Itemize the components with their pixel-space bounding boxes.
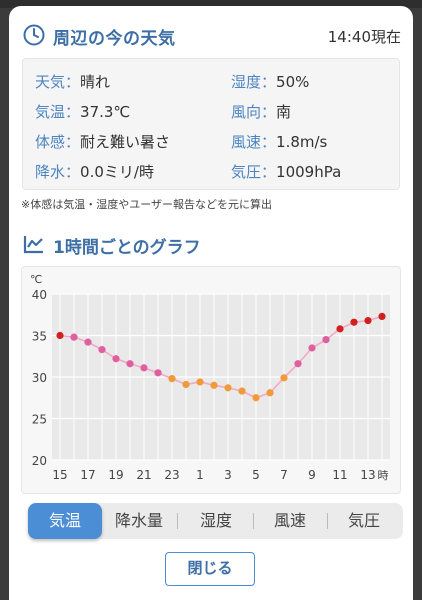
tab-divider [253, 513, 254, 529]
wind-direction-value: 南 [276, 103, 292, 121]
wind-speed-value: 1.8m/s [276, 133, 328, 151]
temperature-point [140, 364, 148, 372]
precipitation-label: 降水 [35, 163, 66, 181]
temperature-point [98, 346, 106, 354]
x-tick-label: 13 [360, 468, 375, 482]
humidity-row: 湿度：50% [231, 73, 310, 91]
temperature-point [308, 344, 316, 352]
temperature-point [224, 384, 232, 392]
temperature-point [112, 355, 120, 363]
temperature-point [238, 387, 246, 395]
x-tick-label: 21 [136, 468, 151, 482]
y-tick-label: 20 [32, 454, 47, 468]
y-tick-label: 35 [32, 330, 47, 344]
tab-divider [177, 513, 178, 529]
humidity-value: 50% [276, 73, 310, 91]
temperature-point [266, 389, 274, 397]
x-tick-label: 15 [52, 468, 67, 482]
temperature-point [182, 380, 190, 389]
chart-tabs: 気温 降水量 湿度 風速 気圧 [28, 503, 403, 539]
temperature-point [350, 318, 358, 326]
temperature-point [322, 336, 330, 344]
precipitation-value: 0.0ミリ/時 [80, 163, 154, 181]
x-tick-label: 11 [332, 468, 347, 482]
feels-like-row: 体感：耐え難い暑さ [35, 133, 171, 151]
y-tick-label: 30 [32, 371, 47, 385]
tab-pressure[interactable]: 気圧 [347, 511, 380, 530]
x-tick-label: 23 [164, 468, 179, 482]
x-tick-label: 17 [80, 468, 95, 482]
panel-header: 周辺の今の天気 14:40現在 [23, 18, 401, 54]
wind-speed-row: 風速：1.8m/s [231, 133, 328, 151]
pressure-value: 1009hPa [276, 163, 342, 181]
x-tick-label: 1 [196, 468, 204, 482]
x-tick-label: 9 [308, 468, 316, 482]
y-unit-label: ℃ [30, 273, 42, 286]
temperature-point [336, 325, 344, 333]
weather-row: 天気：晴れ [35, 73, 111, 91]
feels-like-value: 耐え難い暑さ [80, 133, 171, 151]
weather-panel: 周辺の今の天気 14:40現在 天気：晴れ 気温：37.3℃ 体感：耐え難い暑さ… [9, 6, 413, 600]
temperature-point [196, 378, 204, 386]
x-unit-label: 時 [378, 469, 389, 482]
tab-humidity[interactable]: 湿度 [199, 511, 232, 530]
temperature-point [84, 338, 92, 346]
weather-value: 晴れ [80, 73, 111, 91]
hourly-chart: 20 25 30 35 40 ℃ 15 17 19 21 23 1 3 5 7 9 11 13 時 [21, 266, 401, 494]
close-button[interactable]: 閉じる [165, 552, 255, 586]
graph-icon [23, 236, 43, 254]
x-tick-label: 5 [252, 468, 260, 482]
tab-wind-speed[interactable]: 風速 [273, 511, 306, 530]
top-strip [0, 0, 422, 8]
temperature-point [168, 375, 176, 383]
temperature-label: 気温 [35, 103, 66, 121]
x-tick-label: 3 [224, 468, 232, 482]
temperature-point [364, 316, 372, 325]
temperature-point [70, 333, 78, 341]
graph-title: 1時間ごとのグラフ [53, 238, 201, 258]
x-tick-label: 19 [108, 468, 123, 482]
panel-title: 周辺の今の天気 [53, 29, 176, 49]
temperature-point [210, 381, 218, 389]
wind-direction-label: 風向 [231, 103, 262, 121]
feels-like-label: 体感 [35, 133, 66, 151]
precipitation-row: 降水：0.0ミリ/時 [35, 163, 154, 181]
tab-precipitation[interactable]: 降水量 [114, 511, 163, 530]
temperature-point [294, 360, 302, 368]
observed-time: 14:40現在 [327, 28, 401, 46]
tab-divider [327, 513, 328, 529]
pressure-label: 気圧 [231, 163, 262, 181]
temperature-point [378, 312, 386, 321]
x-tick-label: 7 [280, 468, 288, 482]
y-tick-label: 40 [32, 288, 47, 302]
weather-label: 天気 [35, 73, 66, 91]
temperature-point [154, 369, 162, 377]
temperature-value: 37.3℃ [80, 103, 131, 121]
temperature-point [56, 331, 64, 340]
temperature-row: 気温：37.3℃ [35, 103, 131, 121]
y-tick-label: 25 [32, 413, 47, 427]
wind-speed-label: 風速 [231, 133, 262, 151]
tab-temperature[interactable]: 気温 [28, 503, 102, 539]
humidity-label: 湿度 [231, 73, 262, 91]
temperature-point [126, 360, 134, 368]
current-weather-box: 天気：晴れ 気温：37.3℃ 体感：耐え難い暑さ 降水：0.0ミリ/時 湿度：5… [22, 58, 400, 190]
feels-like-note: ※体感は気温・湿度やユーザー報告などを元に算出 [21, 198, 272, 211]
wind-direction-row: 風向：南 [231, 103, 292, 121]
clock-icon [23, 24, 45, 46]
pressure-row: 気圧：1009hPa [231, 163, 342, 181]
temperature-point [280, 374, 288, 382]
temperature-point [252, 394, 260, 402]
